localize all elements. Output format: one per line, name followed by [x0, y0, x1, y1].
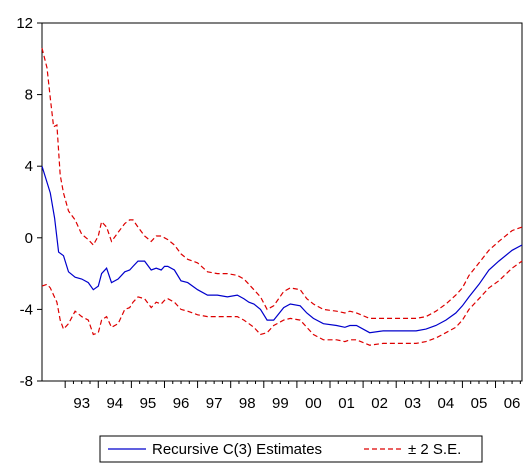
- x-tick-label: 00: [305, 395, 322, 412]
- x-tick-label: 97: [206, 395, 223, 412]
- plot-area: [41, 22, 523, 382]
- y-tick-label: 4: [25, 158, 33, 175]
- x-tick-label: 98: [239, 395, 256, 412]
- x-tick-label: 02: [371, 395, 388, 412]
- x-tick-label: 94: [106, 395, 123, 412]
- x-axis: 93 94 95 96 97 98 99 00 01 02 03 04 05 06: [64, 381, 521, 412]
- series-line-upper-band: [41, 47, 523, 319]
- series-line-estimate: [41, 166, 523, 334]
- legend-label-bands: ± 2 S.E.: [408, 441, 461, 458]
- legend-label-estimate: Recursive C(3) Estimates: [152, 441, 322, 458]
- y-tick-label: -8: [20, 373, 33, 390]
- x-tick-label: 03: [404, 395, 421, 412]
- x-tick-label: 06: [504, 395, 521, 412]
- x-tick-label: 04: [438, 395, 455, 412]
- series-layer: [41, 47, 523, 346]
- x-tick-label: 99: [272, 395, 289, 412]
- x-tick-label: 05: [471, 395, 488, 412]
- y-tick-label: 12: [16, 15, 33, 32]
- y-tick-label: 8: [25, 87, 33, 104]
- x-tick-label: 93: [73, 395, 90, 412]
- y-tick-label: -4: [20, 301, 33, 318]
- x-tick-label: 95: [140, 395, 157, 412]
- y-axis: -8 -4 0 4 8 12: [16, 15, 42, 390]
- series-line-lower-band: [41, 260, 523, 346]
- x-tick-label: 01: [338, 395, 355, 412]
- x-tick-label: 96: [173, 395, 190, 412]
- legend-box: [99, 435, 483, 463]
- legend: Recursive C(3) Estimates ± 2 S.E.: [99, 435, 483, 463]
- y-tick-label: 0: [25, 230, 33, 247]
- plot-frame: [41, 22, 523, 382]
